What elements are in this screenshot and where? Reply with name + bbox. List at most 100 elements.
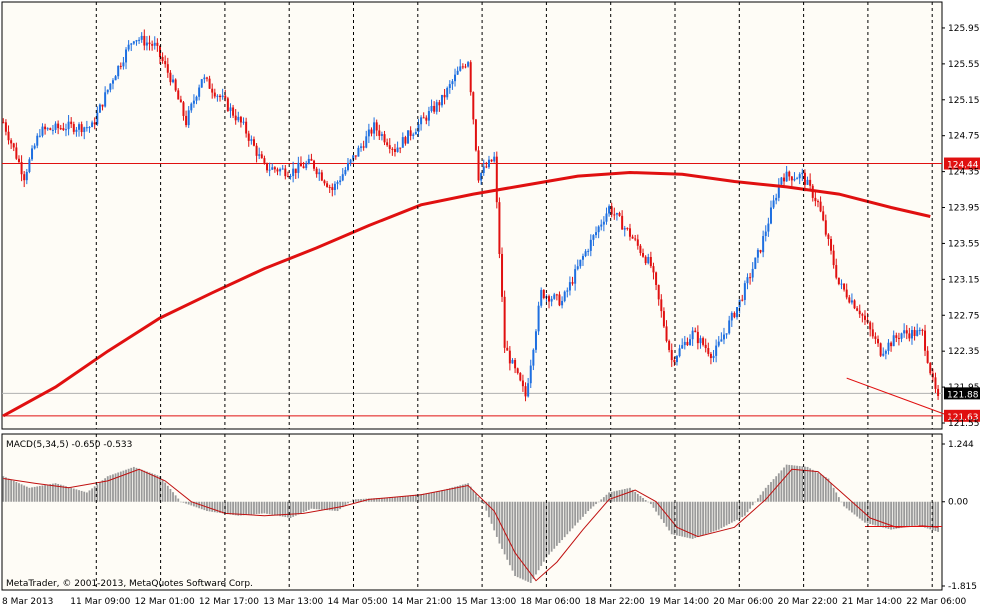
macd-histogram-bar xyxy=(310,501,313,509)
candle-body xyxy=(850,300,853,303)
candle-body xyxy=(85,127,88,129)
candle-body xyxy=(78,124,81,130)
macd-histogram-bar xyxy=(156,475,159,502)
macd-histogram-bar xyxy=(383,497,386,502)
candle-body xyxy=(869,322,872,330)
candle-body xyxy=(140,35,143,40)
macd-histogram-bar xyxy=(905,501,908,527)
candle-body xyxy=(446,87,449,98)
candle-body xyxy=(245,121,248,134)
macd-histogram-bar xyxy=(488,501,490,518)
macd-histogram-bar xyxy=(853,501,856,515)
macd-histogram-bar xyxy=(751,501,754,506)
macd-histogram-bar xyxy=(242,501,245,516)
candle-body xyxy=(67,121,70,130)
candle-body xyxy=(796,178,799,180)
macd-histogram-bar xyxy=(135,467,138,502)
macd-histogram-bar xyxy=(28,487,31,502)
candle-body xyxy=(127,44,130,50)
candle-body xyxy=(15,147,18,159)
macd-histogram-bar xyxy=(2,476,5,502)
macd-histogram-bar xyxy=(367,498,370,502)
candle-body xyxy=(83,127,86,133)
candle-body xyxy=(333,183,336,190)
candle-body xyxy=(294,168,297,173)
macd-histogram-bar xyxy=(728,501,731,525)
candle-body xyxy=(668,340,671,350)
macd-histogram-bar xyxy=(532,501,535,579)
candle-body xyxy=(166,64,169,73)
macd-histogram-bar xyxy=(443,489,446,502)
x-tick-label: 18 Mar 06:00 xyxy=(520,597,580,607)
macd-histogram-bar xyxy=(864,501,866,523)
moving-average-line[interactable] xyxy=(2,170,931,418)
macd-histogram-bar xyxy=(592,501,595,507)
macd-histogram-bar xyxy=(934,501,937,532)
candle-body xyxy=(292,168,295,177)
candle-body xyxy=(772,200,775,208)
macd-histogram-bar xyxy=(273,501,276,516)
candle-body xyxy=(192,100,195,104)
candle-body xyxy=(302,166,305,169)
macd-indicator-label: MACD(5,34,5) -0.650 -0.533 xyxy=(6,440,132,450)
candle-body xyxy=(696,331,699,344)
macd-histogram-bar xyxy=(409,495,412,502)
macd-histogram-bar xyxy=(663,501,665,523)
macd-histogram-bar xyxy=(730,501,733,523)
macd-histogram-bar xyxy=(67,487,70,502)
macd-histogram-bar xyxy=(501,501,503,549)
main-price-pane[interactable]: 124.44 121.63 121.88 xyxy=(1,1,980,430)
macd-histogram-bar xyxy=(921,501,924,527)
macd-histogram-bar xyxy=(219,501,221,513)
macd-histogram-bar xyxy=(412,494,415,502)
candle-body xyxy=(414,132,417,135)
macd-histogram-bar xyxy=(25,486,28,502)
macd-histogram-bar xyxy=(477,497,480,502)
candle-body xyxy=(511,359,514,364)
candle-body xyxy=(62,128,65,131)
macd-histogram-bar xyxy=(535,501,537,575)
candle-body xyxy=(683,341,686,346)
macd-histogram-bar xyxy=(289,501,292,518)
candle-body xyxy=(720,339,723,342)
macd-histogram-bar xyxy=(689,501,691,539)
macd-histogram-bar xyxy=(407,495,409,502)
macd-signal-line[interactable] xyxy=(3,468,939,582)
candle-body xyxy=(830,239,833,251)
candle-body xyxy=(438,102,441,106)
x-tick-label: 19 Mar 14:00 xyxy=(649,597,709,607)
candle-body xyxy=(263,158,266,163)
macd-histogram-bar xyxy=(101,480,104,502)
candle-body xyxy=(477,150,480,181)
macd-histogram-bar xyxy=(245,501,248,515)
trendline[interactable] xyxy=(846,377,957,419)
y-tick-label: 125.55 xyxy=(948,60,980,70)
macd-indicator-pane[interactable] xyxy=(1,433,943,591)
candle-body xyxy=(70,121,73,125)
macd-histogram-bar xyxy=(336,501,339,512)
candle-body xyxy=(741,299,744,301)
candle-body xyxy=(305,163,308,169)
macd-histogram-bar xyxy=(634,491,637,502)
macd-histogram-bar xyxy=(394,497,396,502)
y-tick-label: 122.75 xyxy=(948,311,980,321)
candle-body xyxy=(297,162,300,173)
macd-histogram-bar xyxy=(284,501,287,518)
candle-body xyxy=(54,123,57,130)
macd-histogram-bar xyxy=(331,501,334,511)
candle-body xyxy=(279,169,282,172)
candle-body xyxy=(401,137,404,148)
macd-histogram-bar xyxy=(918,501,921,526)
candle-body xyxy=(519,373,522,381)
candle-body xyxy=(769,207,772,224)
candle-body xyxy=(367,129,370,137)
macd-histogram-bar xyxy=(837,497,840,502)
macd-histogram-bar xyxy=(887,501,890,529)
macd-histogram-bar xyxy=(900,501,903,528)
macd-histogram-bar xyxy=(819,474,822,502)
candle-body xyxy=(365,136,368,148)
macd-histogram-bar xyxy=(65,486,67,502)
macd-histogram-bar xyxy=(153,474,156,502)
